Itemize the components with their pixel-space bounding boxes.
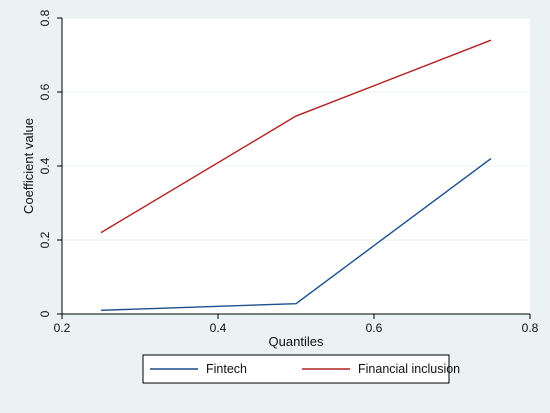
- y-tick-label: 0: [38, 310, 52, 317]
- x-tick-label: 0.8: [522, 321, 539, 335]
- series-lines: [100, 39, 492, 311]
- tick-marks: [57, 17, 531, 319]
- legend: Fintech Financial inclusion: [142, 354, 460, 384]
- y-tick-label: 0.2: [38, 231, 52, 248]
- y-tick-label: 0.4: [38, 157, 52, 174]
- x-tick-label: 0.6: [366, 321, 383, 335]
- series-line-financial-inclusion: [100, 39, 492, 234]
- x-tick-label: 0.2: [54, 321, 71, 335]
- y-tick-label: 0.8: [38, 9, 52, 26]
- y-axis-title: Coefficient value: [21, 118, 36, 214]
- y-tick-label: 0.6: [38, 83, 52, 100]
- legend-items: Fintech Financial inclusion: [150, 362, 460, 376]
- x-tick-label: 0.4: [210, 321, 227, 335]
- legend-label: Fintech: [206, 362, 247, 376]
- series-line-fintech: [100, 158, 492, 311]
- legend-label: Financial inclusion: [358, 362, 460, 376]
- x-axis-title: Quantiles: [269, 334, 324, 349]
